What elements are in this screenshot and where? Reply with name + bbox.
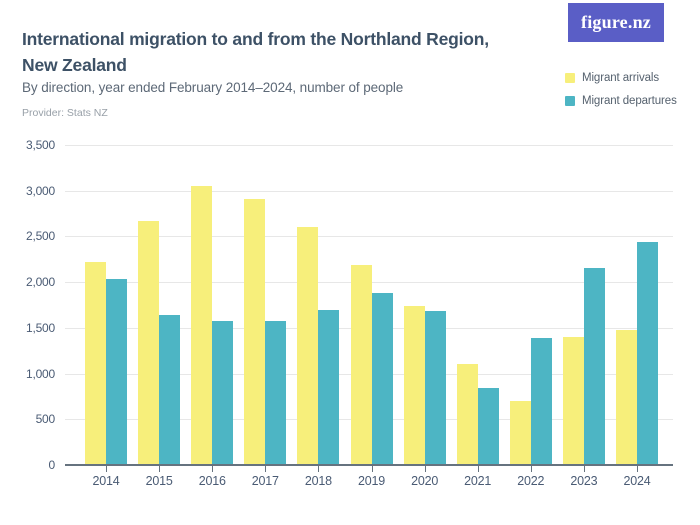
bar-migrant-departures-2019 [371, 293, 393, 465]
x-tick [318, 466, 320, 472]
chart-subtitle: By direction, year ended February 2014–2… [22, 80, 404, 95]
bar-migrant-departures-2016 [212, 321, 234, 465]
arrivals-swatch-icon [565, 73, 575, 83]
x-tick [106, 466, 108, 472]
x-tick-label: 2020 [411, 474, 439, 488]
x-tick-label: 2014 [92, 474, 120, 488]
x-tick [265, 466, 267, 472]
bar-migrant-departures-2018 [318, 309, 340, 465]
bar-migrant-arrivals-2015 [138, 220, 160, 465]
plot-area [65, 145, 673, 466]
x-tick-label: 2017 [251, 474, 279, 488]
x-axis-labels: 2014 2015 2016 2017 2018 2019 2020 2021 2022 2023… [65, 465, 673, 505]
bar-migrant-departures-2024 [636, 241, 658, 465]
bar-migrant-departures-2017 [265, 321, 287, 465]
legend-label-arrivals: Migrant arrivals [582, 72, 660, 84]
y-tick-label: 3,000 [25, 183, 55, 198]
figure-nz-logo[interactable]: figure.nz [568, 3, 664, 42]
x-tick [530, 466, 532, 472]
legend-item-departures: Migrant departures [565, 95, 677, 107]
x-tick-label: 2019 [357, 474, 386, 488]
y-tick-label: 0 [48, 458, 56, 472]
y-tick-label: 1,000 [25, 366, 55, 381]
bar-migrant-arrivals-2022 [509, 401, 531, 465]
x-tick-label: 2023 [570, 474, 598, 488]
bar-migrant-arrivals-2024 [615, 329, 637, 465]
page-title-line2: New Zealand [22, 55, 127, 75]
gridline [65, 145, 673, 146]
y-tick-label: 2,500 [25, 229, 55, 244]
bar-migrant-arrivals-2021 [456, 364, 478, 465]
x-tick-label: 2015 [145, 474, 173, 488]
bar-migrant-departures-2015 [159, 315, 181, 465]
bar-migrant-departures-2021 [477, 388, 499, 465]
bar-migrant-departures-2022 [530, 337, 552, 465]
x-tick [583, 466, 585, 472]
x-tick [212, 466, 214, 472]
x-tick-label: 2016 [198, 474, 226, 488]
y-tick-label: 2,000 [25, 275, 55, 290]
bar-migrant-arrivals-2020 [403, 305, 425, 465]
bar-migrant-arrivals-2014 [85, 262, 107, 465]
x-tick [424, 466, 426, 472]
bar-migrant-arrivals-2018 [297, 227, 319, 465]
bar-migrant-departures-2020 [424, 310, 446, 465]
y-tick-label: 3,500 [25, 138, 55, 152]
gridline [65, 190, 673, 192]
provider-credit: Provider: Stats NZ [22, 107, 108, 119]
y-tick-label: 1,500 [25, 320, 55, 335]
page-title-line1: International migration to and from the … [22, 29, 489, 49]
page-title: International migration to and from the … [22, 26, 562, 78]
legend-label-departures: Migrant departures [582, 95, 677, 107]
departures-swatch-icon [565, 96, 575, 106]
x-tick [371, 466, 373, 472]
chart-legend: Migrant arrivals Migrant departures [565, 72, 677, 118]
bar-migrant-arrivals-2019 [350, 264, 372, 465]
x-tick [636, 466, 638, 472]
x-tick-label: 2022 [517, 474, 545, 488]
x-tick-label: 2024 [623, 474, 651, 488]
bar-migrant-departures-2023 [583, 268, 605, 465]
bar-migrant-departures-2014 [106, 278, 128, 465]
x-tick-label: 2021 [464, 474, 492, 488]
x-tick [159, 466, 161, 472]
y-axis-labels: 0 500 1,000 1,500 2,000 2,500 3,000 3,500 [0, 138, 56, 472]
bar-migrant-arrivals-2023 [562, 337, 584, 465]
x-tick [477, 466, 479, 472]
bar-migrant-arrivals-2016 [191, 186, 213, 465]
gridline [65, 236, 673, 238]
x-tick-label: 2018 [304, 474, 332, 488]
x-axis-line [65, 464, 673, 466]
legend-item-arrivals: Migrant arrivals [565, 72, 677, 84]
bar-migrant-arrivals-2017 [244, 198, 266, 465]
y-tick-label: 500 [35, 412, 56, 427]
